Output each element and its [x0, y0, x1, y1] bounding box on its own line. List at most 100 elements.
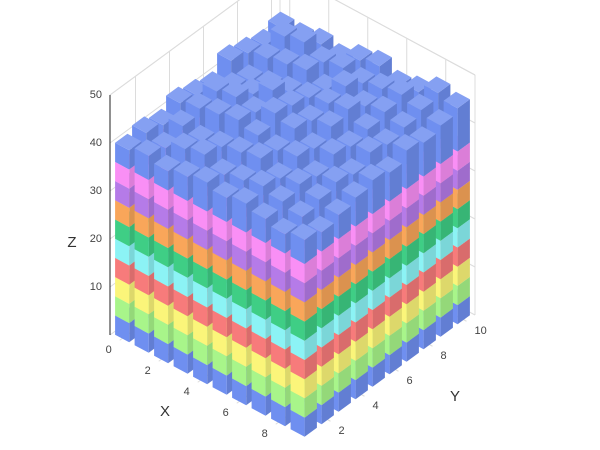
- segment-face-x: [406, 199, 419, 228]
- segment-face-y: [115, 277, 130, 304]
- segment-face-y: [154, 182, 169, 210]
- segment-face-x: [389, 230, 402, 260]
- segment-face-top: [317, 110, 344, 127]
- segment-face-top: [353, 113, 380, 130]
- segment-face-x: [355, 294, 368, 323]
- segment-face-top: [229, 164, 256, 181]
- segment-face-x: [457, 200, 470, 229]
- segment-face-x: [423, 205, 436, 235]
- segment-face-x: [355, 371, 368, 400]
- segment-face-top: [387, 78, 414, 95]
- segment-face-top: [202, 75, 229, 92]
- segment-face-top: [268, 11, 295, 29]
- segment-face-y: [154, 202, 169, 229]
- segment-face-x: [440, 231, 453, 260]
- segment-face-x: [372, 243, 385, 272]
- segment-face-x: [321, 280, 334, 310]
- z-tick-label: 20: [90, 233, 102, 245]
- segment-face-y: [115, 257, 130, 285]
- segment-face-y: [232, 301, 247, 329]
- segment-face-top: [300, 132, 327, 149]
- segment-face-y: [193, 299, 208, 327]
- segment-face-x: [304, 331, 317, 360]
- segment-face-x: [389, 163, 402, 202]
- segment-face-x: [338, 345, 351, 374]
- segment-face-top: [183, 78, 210, 96]
- segment-face-x: [406, 141, 419, 189]
- segment-face-y: [290, 352, 305, 380]
- segment-face-x: [389, 211, 402, 240]
- y-tick-label: 10: [475, 325, 487, 337]
- z-axis-title: Z: [67, 234, 76, 251]
- segment-face-x: [406, 276, 419, 305]
- segment-face-top: [322, 165, 349, 183]
- segment-face-x: [389, 307, 402, 336]
- segment-face-y: [115, 296, 130, 324]
- segment-face-top: [224, 103, 251, 121]
- segment-face-x: [372, 320, 385, 349]
- segment-face-x: [389, 346, 402, 375]
- segment-face-x: [457, 276, 470, 306]
- segment-face-top: [166, 86, 193, 104]
- segment-face-x: [423, 167, 436, 196]
- y-axis-title: Y: [450, 388, 460, 405]
- segment-face-y: [251, 235, 266, 263]
- segment-face-top: [134, 139, 161, 156]
- segment-face-x: [304, 293, 317, 322]
- segment-face-x: [423, 133, 436, 177]
- segment-face-y: [251, 211, 266, 243]
- segment-face-y: [232, 263, 247, 291]
- segment-face-x: [304, 408, 317, 437]
- segment-face-top: [280, 112, 307, 129]
- segment-face-x: [355, 255, 368, 285]
- z-tick-label: 40: [90, 137, 102, 149]
- segment-face-x: [321, 242, 334, 271]
- segment-face-x: [304, 274, 317, 303]
- bar-segment: [290, 223, 317, 264]
- segment-face-x: [355, 236, 368, 265]
- x-tick-label: 0: [106, 344, 112, 356]
- segment-face-y: [134, 326, 149, 353]
- x-tick-label: 2: [145, 365, 151, 377]
- segment-face-x: [338, 287, 351, 316]
- segment-face-y: [212, 291, 227, 318]
- segment-face-y: [271, 341, 286, 369]
- segment-face-top: [232, 187, 259, 204]
- segment-face-top: [168, 109, 195, 127]
- segment-face-y: [212, 368, 227, 395]
- x-tick-label: 4: [184, 386, 190, 398]
- segment-face-top: [171, 132, 198, 150]
- segment-face-top: [236, 64, 263, 81]
- segment-face-y: [271, 380, 286, 408]
- segment-face-top: [331, 69, 358, 87]
- segment-face-top: [334, 92, 361, 110]
- segment-face-top: [115, 133, 142, 151]
- segment-face-x: [355, 332, 368, 361]
- segment-face-x: [321, 396, 334, 425]
- segment-face-x: [423, 321, 436, 350]
- segment-face-top: [227, 136, 254, 153]
- segment-face-top: [346, 44, 373, 61]
- y-tick-label: 4: [373, 400, 379, 412]
- segment-face-x: [372, 205, 385, 234]
- segment-face-top: [341, 181, 368, 198]
- segment-face-y: [134, 210, 149, 238]
- segment-face-x: [389, 269, 402, 298]
- segment-face-y: [232, 320, 247, 348]
- segment-face-y: [173, 289, 188, 317]
- segment-face-top: [426, 109, 453, 126]
- segment-face-top: [244, 119, 271, 136]
- segment-face-top: [339, 158, 366, 175]
- segment-face-y: [251, 389, 266, 416]
- segment-face-top: [314, 87, 341, 104]
- segment-face-y: [251, 312, 266, 339]
- segment-face-x: [372, 339, 385, 368]
- segment-face-x: [423, 244, 436, 273]
- segment-face-x: [321, 223, 334, 252]
- segment-face-top: [271, 217, 298, 235]
- segment-face-x: [304, 255, 317, 284]
- segment-face-y: [271, 303, 286, 331]
- segment-face-x: [457, 219, 470, 248]
- segment-face-x: [338, 383, 351, 412]
- segment-face-y: [134, 148, 149, 180]
